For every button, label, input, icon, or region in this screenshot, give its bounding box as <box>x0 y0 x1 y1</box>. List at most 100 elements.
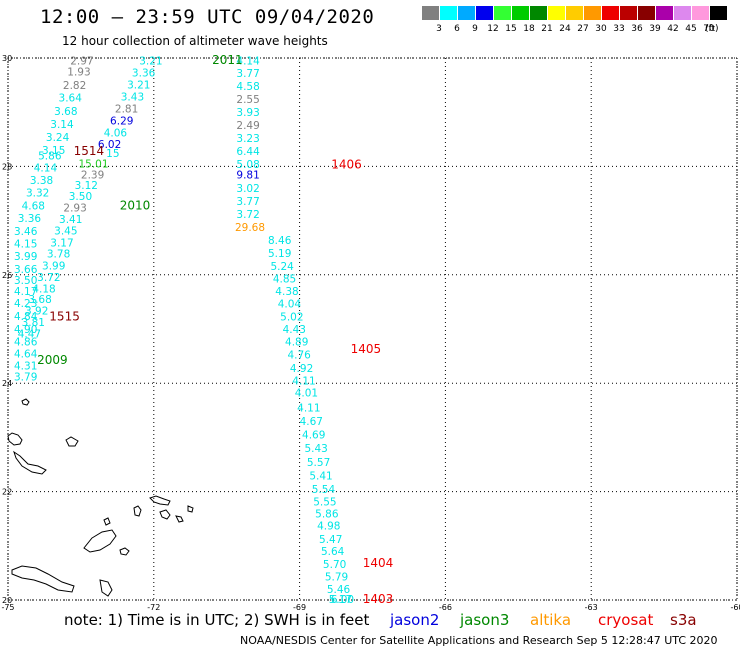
legend-swatch <box>566 6 584 20</box>
legend-swatch <box>710 6 728 20</box>
legend-swatch <box>584 6 602 20</box>
lat-tick-label: 20 <box>2 596 12 605</box>
wave-height-value: 15 <box>106 148 119 160</box>
wave-height-value: 9.81 <box>236 170 259 182</box>
wave-height-value: 4.01 <box>295 387 318 399</box>
legend-label: 15 <box>505 24 517 34</box>
wave-height-value: 2.93 <box>63 203 86 215</box>
wave-height-value: 4.86 <box>14 336 38 348</box>
lon-tick-label: -75 <box>1 603 14 612</box>
lon-tick-label: -63 <box>585 603 598 612</box>
legend-swatch <box>440 6 458 20</box>
lon-tick-label: -66 <box>439 603 452 612</box>
pass-time-label: 1404 <box>363 556 394 570</box>
wave-height-value: 3.12 <box>75 180 98 192</box>
wave-height-value: 3.21 <box>127 80 150 92</box>
wave-height-value: 3.23 <box>236 133 259 145</box>
wave-height-value: 4.14 <box>34 162 58 174</box>
wave-height-value: 6.29 <box>110 115 133 127</box>
legend-swatch <box>512 6 530 20</box>
wave-height-value: 3.99 <box>14 251 37 263</box>
legend-swatch <box>548 6 566 20</box>
wave-height-value: 4.69 <box>302 430 325 442</box>
legend-label: 9 <box>472 24 478 34</box>
island-outline <box>83 529 117 553</box>
wave-height-value: 5.46 <box>327 584 351 596</box>
wave-height-value: 3.32 <box>26 187 49 199</box>
pass-time-label: 1405 <box>351 342 382 356</box>
wave-height-value: 4.98 <box>317 521 340 533</box>
wave-height-value: 3.45 <box>54 225 77 237</box>
wave-height-values: 2.971.932.823.643.683.143.243.155.864.14… <box>14 56 354 606</box>
wave-height-value: 4.64 <box>14 348 38 360</box>
wave-height-value: 3.64 <box>59 93 83 105</box>
pass-time-label: 1406 <box>331 158 362 172</box>
wave-height-value: 4.76 <box>287 349 311 361</box>
wave-height-value: 5.47 <box>319 534 342 546</box>
wave-height-value: 2.39 <box>81 170 104 182</box>
legend-label: 21 <box>541 24 553 34</box>
satellite-legend-jason2: jason2 <box>390 611 440 629</box>
wave-height-value: 5.86 <box>38 151 62 163</box>
wave-height-value: 5.70 <box>323 559 346 571</box>
wave-height-value: 4.18 <box>32 283 55 295</box>
wave-height-value: 4.58 <box>236 81 259 93</box>
wave-height-value: 3.21 <box>139 56 162 68</box>
wave-height-value: 5.57 <box>307 457 330 469</box>
legend-label: 45 <box>685 24 697 34</box>
wave-height-value: 3.02 <box>236 183 259 195</box>
wave-height-value: 3.36 <box>132 68 156 80</box>
wave-height-value: 4.11 <box>292 375 315 387</box>
wave-height-value: 4.68 <box>22 200 45 212</box>
wave-height-value: 5.54 <box>312 484 336 496</box>
lat-tick-label: 26 <box>2 271 12 280</box>
lat-tick-label: 28 <box>2 162 12 171</box>
wave-height-value: 4.89 <box>285 336 308 348</box>
legend-swatch <box>638 6 656 20</box>
wave-height-value: 3.50 <box>69 191 92 203</box>
wave-height-value: 3.77 <box>236 196 259 208</box>
wave-height-value: 5.02 <box>280 312 303 324</box>
wave-height-value: 3.68 <box>28 294 51 306</box>
legend-label: 24 <box>559 24 571 34</box>
lat-tick-label: 30 <box>2 54 12 63</box>
wave-height-value: 3.77 <box>236 68 259 80</box>
axis-tick-labels: -75 -72 -69 -66 -63 -60 20 22 24 26 28 30 <box>1 54 740 612</box>
wave-height-value: 4.31 <box>14 360 37 372</box>
wave-height-value: 4.23 <box>14 298 37 310</box>
legend-swatch <box>620 6 638 20</box>
legend-label: 18 <box>523 24 535 34</box>
wave-height-value: 3.79 <box>14 372 37 384</box>
wave-height-value: 2.49 <box>236 120 259 132</box>
legend-swatch <box>692 6 710 20</box>
wave-height-value: 4.43 <box>283 324 306 336</box>
island-outline <box>11 565 75 593</box>
pass-time-labels: 2011 1514 2010 1515 2009 1406 1405 1404 1403 <box>37 53 393 606</box>
wave-height-value: 5.17 <box>329 594 352 606</box>
island-outline <box>159 509 171 520</box>
wave-height-value: 3.68 <box>54 106 77 118</box>
lat-tick-label: 24 <box>2 379 12 388</box>
legend-unit: (ft) <box>705 24 719 34</box>
wave-height-value: 3.14 <box>50 119 74 131</box>
legend-label: 42 <box>667 24 679 34</box>
wave-height-value: 5.64 <box>321 546 345 558</box>
wave-height-value: 4.47 <box>18 328 41 340</box>
wave-height-value: 5.55 <box>313 496 336 508</box>
pass-time-label: 1403 <box>363 592 394 606</box>
wave-height-value: 5.41 <box>309 470 332 482</box>
island-outline <box>175 515 184 523</box>
footnote: note: 1) Time is in UTC; 2) SWH is in fe… <box>64 611 370 629</box>
wave-height-value: 4.15 <box>14 238 37 250</box>
wave-height-value: 3.81 <box>22 317 45 329</box>
wave-height-value: 5.19 <box>268 248 291 260</box>
legend-swatch <box>530 6 548 20</box>
pass-time-label: 2010 <box>120 198 151 212</box>
wave-height-value: 3.41 <box>59 214 82 226</box>
island-outline <box>103 517 111 526</box>
wave-height-value: 2.82 <box>63 80 86 92</box>
pass-time-label: 1515 <box>49 309 80 323</box>
island-outline <box>7 432 23 446</box>
island-outline <box>119 547 130 556</box>
graticule-grid <box>7 57 738 601</box>
